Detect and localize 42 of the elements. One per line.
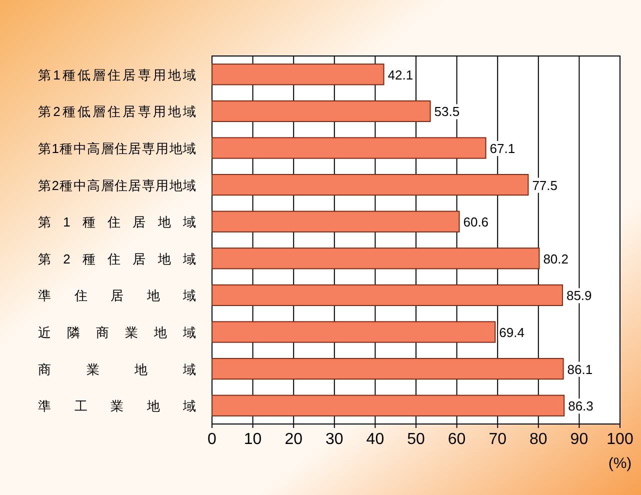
y-tick-label: 第 2 種 住 居 地 域 bbox=[38, 251, 196, 266]
data-label: 67.1 bbox=[490, 141, 516, 156]
bar bbox=[212, 210, 460, 232]
y-tick-label: 第1種中高層住居専用地域 bbox=[38, 141, 196, 156]
data-label: 86.3 bbox=[568, 398, 594, 414]
y-tick-label: 第1種低層住居専用地域 bbox=[38, 67, 196, 82]
bar bbox=[212, 248, 540, 270]
x-tick-label: 80 bbox=[530, 431, 548, 448]
x-tick-label: 0 bbox=[208, 431, 217, 448]
y-tick-label: 第2種低層住居専用地域 bbox=[38, 104, 196, 120]
data-label: 85.9 bbox=[566, 288, 592, 304]
x-axis-title: (%) bbox=[608, 455, 632, 472]
x-tick-label: 40 bbox=[366, 431, 384, 448]
y-tick-label: 準 住 居 地 域 bbox=[38, 288, 196, 304]
y-tick-label: 商 業 地 域 bbox=[38, 362, 196, 377]
x-tick-label: 50 bbox=[407, 431, 425, 448]
bar bbox=[212, 321, 496, 343]
data-label: 42.1 bbox=[388, 67, 414, 82]
data-label: 86.1 bbox=[567, 362, 593, 377]
x-tick-label: 30 bbox=[326, 431, 344, 448]
x-tick-label: 90 bbox=[570, 431, 588, 448]
data-label: 53.5 bbox=[434, 104, 460, 120]
x-tick-label: 60 bbox=[448, 431, 466, 448]
bar bbox=[212, 64, 384, 86]
bar bbox=[212, 174, 529, 196]
data-label: 80.2 bbox=[543, 251, 569, 266]
x-tick-label: 20 bbox=[284, 431, 303, 448]
y-tick-label: 第2種中高層住居専用地域 bbox=[38, 178, 196, 193]
bar bbox=[212, 358, 564, 380]
data-label: 60.6 bbox=[463, 214, 489, 230]
data-label: 69.4 bbox=[499, 325, 524, 340]
y-tick-label: 準 工 業 地 域 bbox=[38, 398, 196, 414]
bar bbox=[212, 394, 565, 416]
bar bbox=[212, 284, 563, 306]
x-tick-label: 10 bbox=[244, 431, 262, 448]
bar bbox=[212, 137, 486, 159]
x-tick-label: 100 bbox=[606, 431, 634, 448]
y-tick-label: 第 1 種 住 居 地 域 bbox=[38, 214, 196, 230]
y-tick-label: 近 隣 商 業 地 域 bbox=[38, 325, 196, 340]
x-tick-label: 70 bbox=[488, 431, 507, 448]
bar bbox=[212, 100, 431, 122]
data-label: 77.5 bbox=[532, 178, 558, 193]
